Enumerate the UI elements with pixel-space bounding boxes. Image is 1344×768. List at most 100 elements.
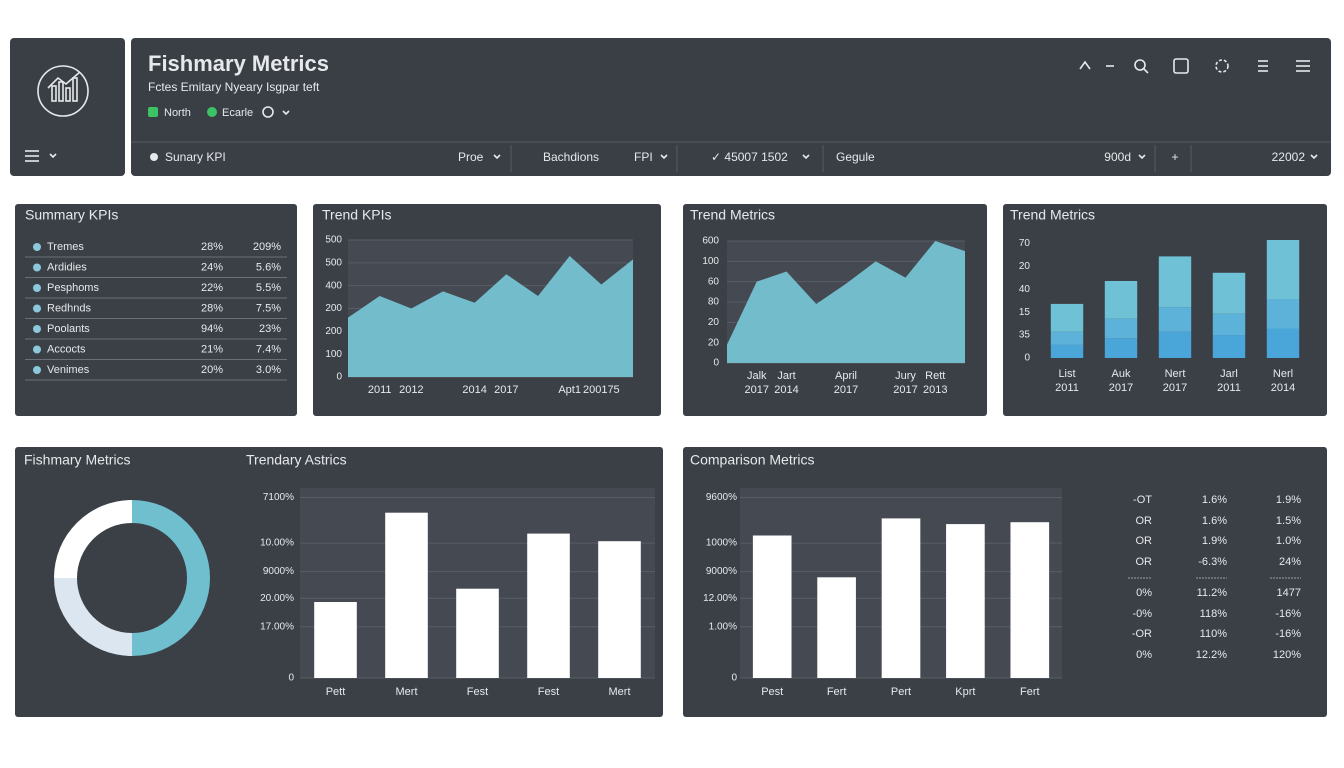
- bar-segment: [1104, 280, 1138, 319]
- x-tick-label: Mert: [609, 686, 631, 698]
- row-value: 28%: [201, 302, 223, 314]
- dashboard-title: Fishmary Metrics: [148, 51, 329, 76]
- filter-icon[interactable]: [262, 106, 274, 118]
- donut-segment: [132, 500, 210, 656]
- row-dot: [33, 284, 41, 292]
- bar-segment: [1050, 344, 1084, 358]
- row-value: 5.6%: [256, 261, 281, 273]
- table-cell: OR: [1136, 515, 1153, 527]
- filter[interactable]: Ecarle: [222, 107, 253, 119]
- y-tick-label: 35: [1019, 330, 1031, 341]
- y-tick-label: 0: [288, 673, 294, 684]
- filter[interactable]: North: [164, 107, 191, 119]
- table-cell: OR: [1136, 556, 1153, 568]
- x-tick-label: 2017: [745, 384, 769, 396]
- y-tick-label: 200: [325, 303, 342, 314]
- bar-segment: [1266, 328, 1300, 358]
- bar-segment: [1050, 303, 1084, 332]
- x-tick-label: 2011: [368, 384, 392, 396]
- toolbar-item[interactable]: Bachdions: [543, 150, 599, 164]
- x-tick-label: Nerl: [1273, 368, 1293, 380]
- row-dot: [33, 304, 41, 313]
- toolbar-icon: [150, 153, 158, 161]
- x-tick-label: Pett: [326, 686, 346, 698]
- x-tick-label: 2017: [494, 384, 518, 396]
- chevron: [493, 154, 501, 160]
- row-dot: [33, 325, 41, 333]
- bar: [598, 541, 641, 678]
- table-cell: -6.3%: [1198, 556, 1227, 568]
- bar-segment: [1212, 335, 1246, 358]
- row-name: Tremes: [47, 241, 84, 253]
- toolbar-item[interactable]: +: [1171, 150, 1178, 164]
- y-tick-label: 0: [731, 673, 737, 684]
- y-tick-label: 1000%: [706, 538, 737, 549]
- bar-segment: [1266, 299, 1300, 329]
- toolbar-item[interactable]: Gegule: [836, 150, 875, 164]
- chart-title: Fishmary Metrics: [24, 452, 131, 468]
- y-tick-label: 500: [325, 257, 342, 268]
- subtitle: Fctes Emitary Nyeary Isgpar teft: [148, 80, 320, 94]
- table-cell: 1477: [1277, 587, 1301, 599]
- x-tick-label: 2014: [462, 384, 486, 396]
- toolbar-item[interactable]: ✓ 45007 1502: [711, 150, 788, 164]
- bar-segment: [1050, 331, 1084, 345]
- x-tick-label: Fert: [1020, 686, 1040, 698]
- bar: [1010, 522, 1050, 678]
- y-tick-label: 0: [713, 358, 719, 369]
- y-tick-label: 15: [1019, 307, 1031, 318]
- area: [727, 241, 965, 363]
- toolbar-item[interactable]: FPI: [634, 150, 653, 164]
- y-tick-label: 60: [708, 276, 720, 287]
- row-value: 20%: [201, 364, 223, 376]
- x-tick-label: 2017: [893, 384, 917, 396]
- bar: [385, 512, 428, 678]
- row-value: 24%: [201, 261, 223, 273]
- bar-segment: [1158, 307, 1192, 332]
- row-value: 21%: [201, 343, 223, 355]
- table-cell: OR: [1136, 535, 1153, 547]
- x-tick-label: 2014: [1271, 382, 1295, 394]
- table-cell: 0%: [1136, 649, 1152, 661]
- table-cell: -16%: [1275, 608, 1301, 620]
- bar-segment: [1104, 338, 1138, 358]
- table-cell: 1.5%: [1276, 515, 1301, 527]
- toolbar-item[interactable]: Proe: [458, 150, 484, 164]
- y-tick-label: 600: [702, 236, 719, 247]
- bar-segment: [1158, 331, 1192, 358]
- bar: [527, 533, 570, 678]
- row-value: 209%: [253, 241, 281, 253]
- x-tick-label: Rett: [925, 370, 945, 382]
- table-cell: 110%: [1200, 628, 1228, 640]
- y-tick-label: 7100%: [263, 492, 294, 503]
- bar-segment: [1104, 318, 1138, 339]
- table-cell: 24%: [1279, 556, 1301, 568]
- row-dot: [33, 345, 41, 354]
- x-tick-label: Jalk: [747, 370, 767, 382]
- bar-segment: [1158, 256, 1192, 308]
- toolbar-icons[interactable]: [1079, 58, 1310, 74]
- bar-segment: [1212, 313, 1246, 336]
- menu-button[interactable]: [25, 150, 57, 162]
- y-tick-label: 1.00%: [709, 621, 737, 632]
- x-tick-label: 200175: [583, 384, 620, 396]
- filter-swatch: [207, 107, 217, 117]
- table-cell: -0%: [1132, 608, 1152, 620]
- toolbar-item[interactable]: 22002: [1272, 150, 1306, 164]
- bar-segment: [1266, 240, 1300, 299]
- row-value: 28%: [201, 241, 223, 253]
- donut-segment: [54, 578, 132, 656]
- bar-segment: [1212, 272, 1246, 314]
- chart-title: Comparison Metrics: [690, 452, 814, 468]
- y-tick-label: 100: [325, 349, 342, 360]
- x-tick-label: Apt1: [558, 384, 581, 396]
- logo-panel: [10, 38, 125, 176]
- table-cell: 120%: [1273, 649, 1301, 661]
- toolbar-item[interactable]: 900d: [1104, 150, 1131, 164]
- table-title: Summary KPIs: [25, 207, 118, 223]
- table-cell: 1.0%: [1276, 535, 1301, 547]
- table-cell: 1.6%: [1202, 494, 1227, 506]
- x-tick-label: 2017: [1163, 382, 1187, 394]
- y-tick-label: 80: [708, 297, 720, 308]
